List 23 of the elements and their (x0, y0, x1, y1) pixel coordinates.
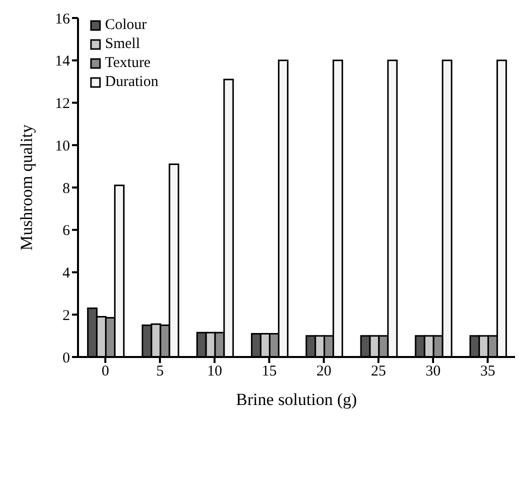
x-axis-title: Brine solution (g) (236, 390, 357, 409)
legend-label: Duration (105, 74, 158, 91)
x-tick-label: 25 (370, 364, 386, 380)
y-tick-label: 8 (62, 180, 70, 197)
x-tick-label: 0 (102, 364, 110, 380)
x-tick-label: 30 (426, 364, 441, 380)
legend-label: Texture (105, 55, 151, 72)
y-tick-label: 12 (55, 96, 70, 112)
x-tick-label: 20 (316, 364, 332, 380)
y-tick-label: 2 (62, 308, 70, 324)
y-axis-title: Mushroom quality (17, 124, 36, 251)
x-tick-label: 15 (262, 364, 277, 380)
y-tick-label: 4 (62, 266, 70, 282)
legend-label: Smell (105, 36, 140, 53)
y-tick-label: 0 (62, 350, 70, 366)
x-tick-label: 35 (480, 364, 496, 380)
y-tick-label: 6 (62, 223, 70, 240)
x-tick-label: 5 (156, 364, 164, 380)
y-tick-label: 14 (55, 54, 70, 70)
y-tick-label: 16 (55, 11, 70, 28)
y-tick-label: 10 (55, 138, 70, 154)
x-tick-label: 10 (207, 364, 222, 380)
legend-label: Colour (105, 17, 147, 34)
